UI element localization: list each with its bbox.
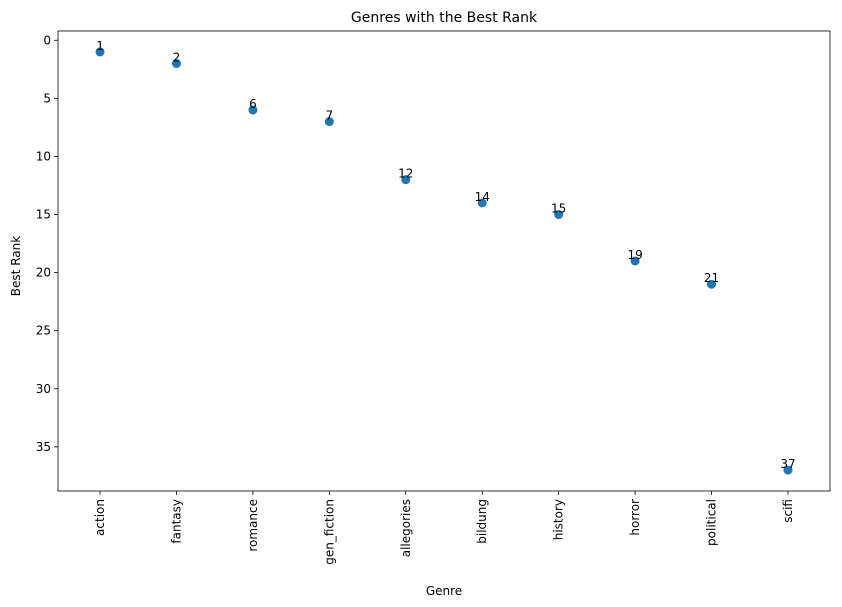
data-point [707, 279, 717, 289]
plot-border [57, 30, 831, 492]
data-label: 6 [249, 97, 257, 111]
y-axis: 0 5 10 15 20 25 30 35 [36, 33, 58, 454]
data-label: 7 [326, 109, 334, 123]
y-tick-label: 25 [36, 324, 51, 338]
data-label: 19 [627, 248, 642, 262]
data-label: 14 [475, 190, 490, 204]
x-tick-label: action [93, 499, 107, 536]
data-point [783, 465, 793, 475]
y-tick-label: 10 [36, 149, 51, 163]
y-tick-label: 0 [43, 33, 51, 47]
data-point [324, 117, 334, 127]
x-tick-label: scifi [781, 499, 795, 523]
x-tick-label: history [552, 499, 566, 540]
x-tick-label: romance [246, 499, 260, 552]
x-tick-label: allegories [399, 499, 413, 557]
data-label: 15 [551, 202, 566, 216]
y-tick-label: 15 [36, 208, 51, 222]
y-tick-label: 5 [43, 91, 51, 105]
data-point [477, 198, 487, 208]
x-tick-label: horror [628, 499, 642, 536]
data-label: 37 [780, 457, 795, 471]
x-tick-label: gen_fiction [322, 499, 336, 565]
y-tick-label: 20 [36, 266, 51, 280]
data-point [554, 210, 564, 220]
data-points [95, 47, 793, 475]
x-axis-title: Genre [426, 584, 462, 598]
data-point [171, 59, 181, 69]
x-tick-label: fantasy [169, 499, 183, 544]
data-point [630, 256, 640, 266]
y-tick-label: 35 [36, 440, 51, 454]
chart-title: Genres with the Best Rank [351, 10, 538, 26]
data-label: 1 [96, 39, 104, 53]
y-axis-title: Best Rank [9, 236, 23, 296]
data-label: 2 [173, 51, 181, 65]
x-tick-label: political [705, 499, 719, 546]
data-label: 12 [398, 167, 413, 181]
x-tick-label: bildung [475, 499, 489, 544]
x-axis: action fantasy romance gen_fiction allegorie… [93, 491, 795, 565]
data-point [401, 175, 411, 185]
y-tick-label: 30 [36, 382, 51, 396]
plot-area [57, 30, 831, 492]
data-point [248, 105, 258, 115]
data-point [95, 47, 105, 57]
data-label: 21 [704, 271, 719, 285]
